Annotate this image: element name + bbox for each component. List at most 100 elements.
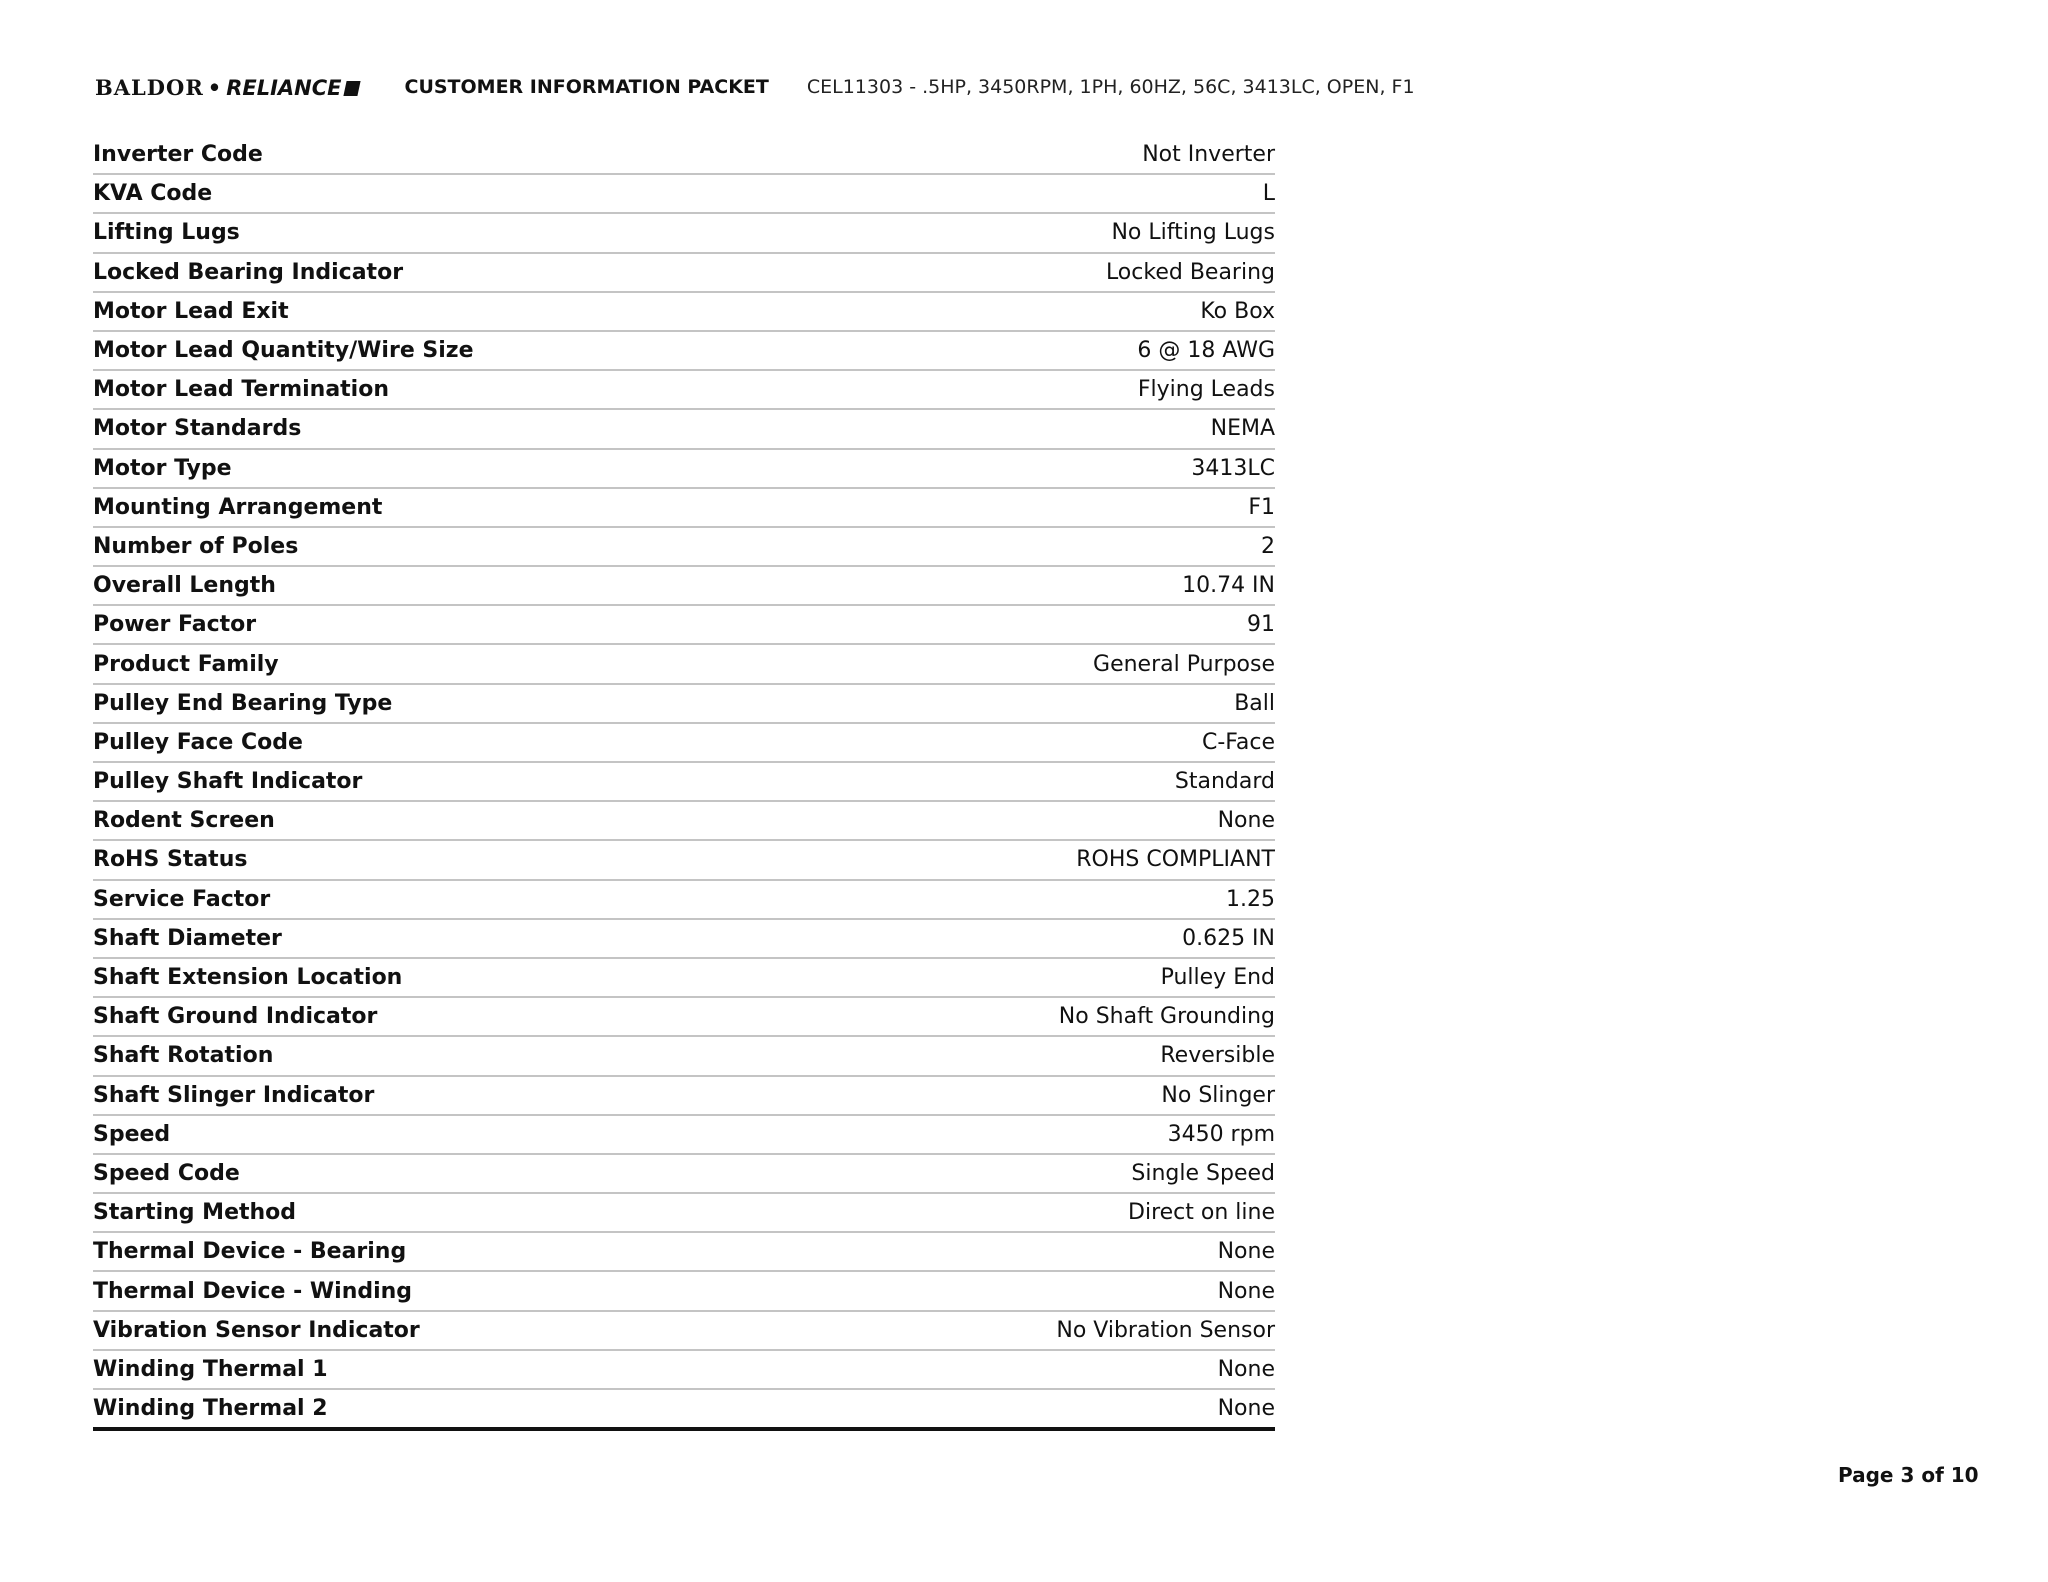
spec-label: Pulley Face Code	[93, 729, 303, 755]
spec-label: Thermal Device - Bearing	[93, 1239, 407, 1265]
spec-label: Number of Poles	[93, 533, 299, 559]
spec-value: 3413LC	[1191, 455, 1275, 481]
spec-value: 2	[1261, 533, 1275, 559]
spec-value: Pulley End	[1160, 965, 1275, 991]
spec-value: 6 @ 18 AWG	[1137, 338, 1275, 364]
spec-value: F1	[1248, 494, 1275, 520]
spec-label: Winding Thermal 2	[93, 1396, 328, 1422]
spec-value: Standard	[1174, 769, 1275, 795]
spec-row: Speed Code Single Speed	[93, 1155, 1275, 1195]
baldor-reliance-logo: BALDOR • RELIANCE	[95, 74, 361, 100]
spec-row: Speed 3450 rpm	[93, 1116, 1275, 1155]
spec-value: ROHS COMPLIANT	[1076, 847, 1275, 873]
spec-value: General Purpose	[1093, 651, 1275, 677]
spec-value: None	[1217, 1239, 1275, 1265]
spec-value: Single Speed	[1131, 1160, 1275, 1186]
logo-baldor: BALDOR	[95, 74, 204, 100]
spec-row: Inverter Code Not Inverter	[93, 136, 1275, 176]
spec-value: No Slinger	[1161, 1082, 1275, 1108]
spec-row: Overall Length 10.74 IN	[93, 567, 1275, 607]
spec-label: Shaft Ground Indicator	[93, 1004, 378, 1030]
spec-row: Shaft Extension Location Pulley End	[93, 959, 1275, 999]
spec-value: Not Inverter	[1142, 142, 1275, 168]
page-number: Page 3 of 10	[1838, 1463, 1979, 1487]
spec-label: Vibration Sensor Indicator	[93, 1317, 420, 1343]
spec-row: Mounting Arrangement F1	[93, 489, 1275, 528]
spec-row: Winding Thermal 2 None	[93, 1390, 1275, 1432]
spec-label: Shaft Extension Location	[93, 965, 403, 991]
logo-reliance: RELIANCE	[226, 75, 342, 100]
spec-value: NEMA	[1210, 416, 1275, 442]
spec-row: Thermal Device - Winding None	[93, 1272, 1275, 1312]
spec-row: Power Factor 91	[93, 606, 1275, 646]
spec-row: Shaft Ground Indicator No Shaft Grounding	[93, 998, 1275, 1038]
logo-mark-icon	[342, 80, 361, 96]
spec-label: Overall Length	[93, 573, 276, 599]
spec-row: Pulley End Bearing Type Ball	[93, 685, 1275, 724]
spec-row: Shaft Slinger Indicator No Slinger	[93, 1077, 1275, 1116]
spec-value: Reversible	[1160, 1043, 1275, 1069]
spec-value: Direct on line	[1128, 1200, 1275, 1226]
spec-value: None	[1217, 1396, 1275, 1422]
spec-label: Pulley End Bearing Type	[93, 690, 393, 716]
spec-row: Motor Lead Termination Flying Leads	[93, 371, 1275, 411]
spec-value: None	[1217, 1278, 1275, 1304]
spec-row: Locked Bearing Indicator Locked Bearing	[93, 254, 1275, 293]
spec-row: Service Factor 1.25	[93, 881, 1275, 920]
spec-row: Product Family General Purpose	[93, 645, 1275, 685]
spec-label: Speed	[93, 1121, 171, 1147]
spec-label: Product Family	[93, 651, 279, 677]
spec-label: Motor Lead Termination	[93, 377, 390, 403]
spec-label: Lifting Lugs	[93, 220, 240, 246]
spec-row: Starting Method Direct on line	[93, 1194, 1275, 1234]
spec-row: Shaft Diameter 0.625 IN	[93, 920, 1275, 959]
spec-label: Winding Thermal 1	[93, 1356, 328, 1382]
spec-row: RoHS Status ROHS COMPLIANT	[93, 841, 1275, 881]
spec-label: Speed Code	[93, 1160, 240, 1186]
spec-value: None	[1217, 1356, 1275, 1382]
spec-label: Motor Lead Quantity/Wire Size	[93, 338, 474, 364]
spec-row: Motor Lead Exit Ko Box	[93, 293, 1275, 332]
spec-label: Service Factor	[93, 886, 271, 912]
spec-value: 3450 rpm	[1167, 1121, 1275, 1147]
spec-row: Vibration Sensor Indicator No Vibration S…	[93, 1312, 1275, 1351]
spec-label: Shaft Slinger Indicator	[93, 1082, 375, 1108]
spec-row: Number of Poles 2	[93, 528, 1275, 568]
spec-value: 91	[1247, 612, 1275, 638]
spec-label: Shaft Diameter	[93, 925, 282, 951]
spec-label: Mounting Arrangement	[93, 494, 383, 520]
spec-value: L	[1262, 181, 1275, 207]
spec-row: Pulley Shaft Indicator Standard	[93, 763, 1275, 803]
spec-value: No Lifting Lugs	[1111, 220, 1275, 246]
spec-label: Rodent Screen	[93, 808, 275, 834]
spec-label: Motor Lead Exit	[93, 298, 289, 324]
spec-value: No Vibration Sensor	[1056, 1317, 1275, 1343]
spec-value: Flying Leads	[1137, 377, 1275, 403]
spec-row: Motor Standards NEMA	[93, 410, 1275, 450]
spec-label: Motor Type	[93, 455, 232, 481]
spec-label: Shaft Rotation	[93, 1043, 274, 1069]
spec-row: Shaft Rotation Reversible	[93, 1037, 1275, 1077]
spec-row: KVA Code L	[93, 175, 1275, 215]
spec-value: None	[1217, 808, 1275, 834]
specification-table: Inverter Code Not Inverter KVA Code L Liftin…	[93, 136, 1275, 1432]
spec-row: Lifting Lugs No Lifting Lugs	[93, 214, 1275, 254]
spec-value: No Shaft Grounding	[1058, 1004, 1275, 1030]
spec-value: Locked Bearing	[1105, 259, 1275, 285]
spec-label: RoHS Status	[93, 847, 248, 873]
spec-label: Power Factor	[93, 612, 257, 638]
document-title: CUSTOMER INFORMATION PACKET	[404, 76, 769, 98]
page-header: BALDOR • RELIANCE CUSTOMER INFORMATION PAC…	[95, 72, 1415, 102]
spec-row: Motor Type 3413LC	[93, 450, 1275, 489]
spec-row: Motor Lead Quantity/Wire Size 6 @ 18 AWG	[93, 332, 1275, 372]
spec-value: Ball	[1234, 690, 1275, 716]
spec-label: Thermal Device - Winding	[93, 1278, 413, 1304]
spec-label: Locked Bearing Indicator	[93, 259, 404, 285]
spec-row: Rodent Screen None	[93, 802, 1275, 842]
spec-value: C-Face	[1201, 729, 1275, 755]
spec-label: Pulley Shaft Indicator	[93, 769, 363, 795]
spec-value: 1.25	[1226, 886, 1275, 912]
spec-value: Ko Box	[1200, 298, 1275, 324]
spec-row: Winding Thermal 1 None	[93, 1351, 1275, 1390]
spec-value: 0.625 IN	[1182, 925, 1275, 951]
